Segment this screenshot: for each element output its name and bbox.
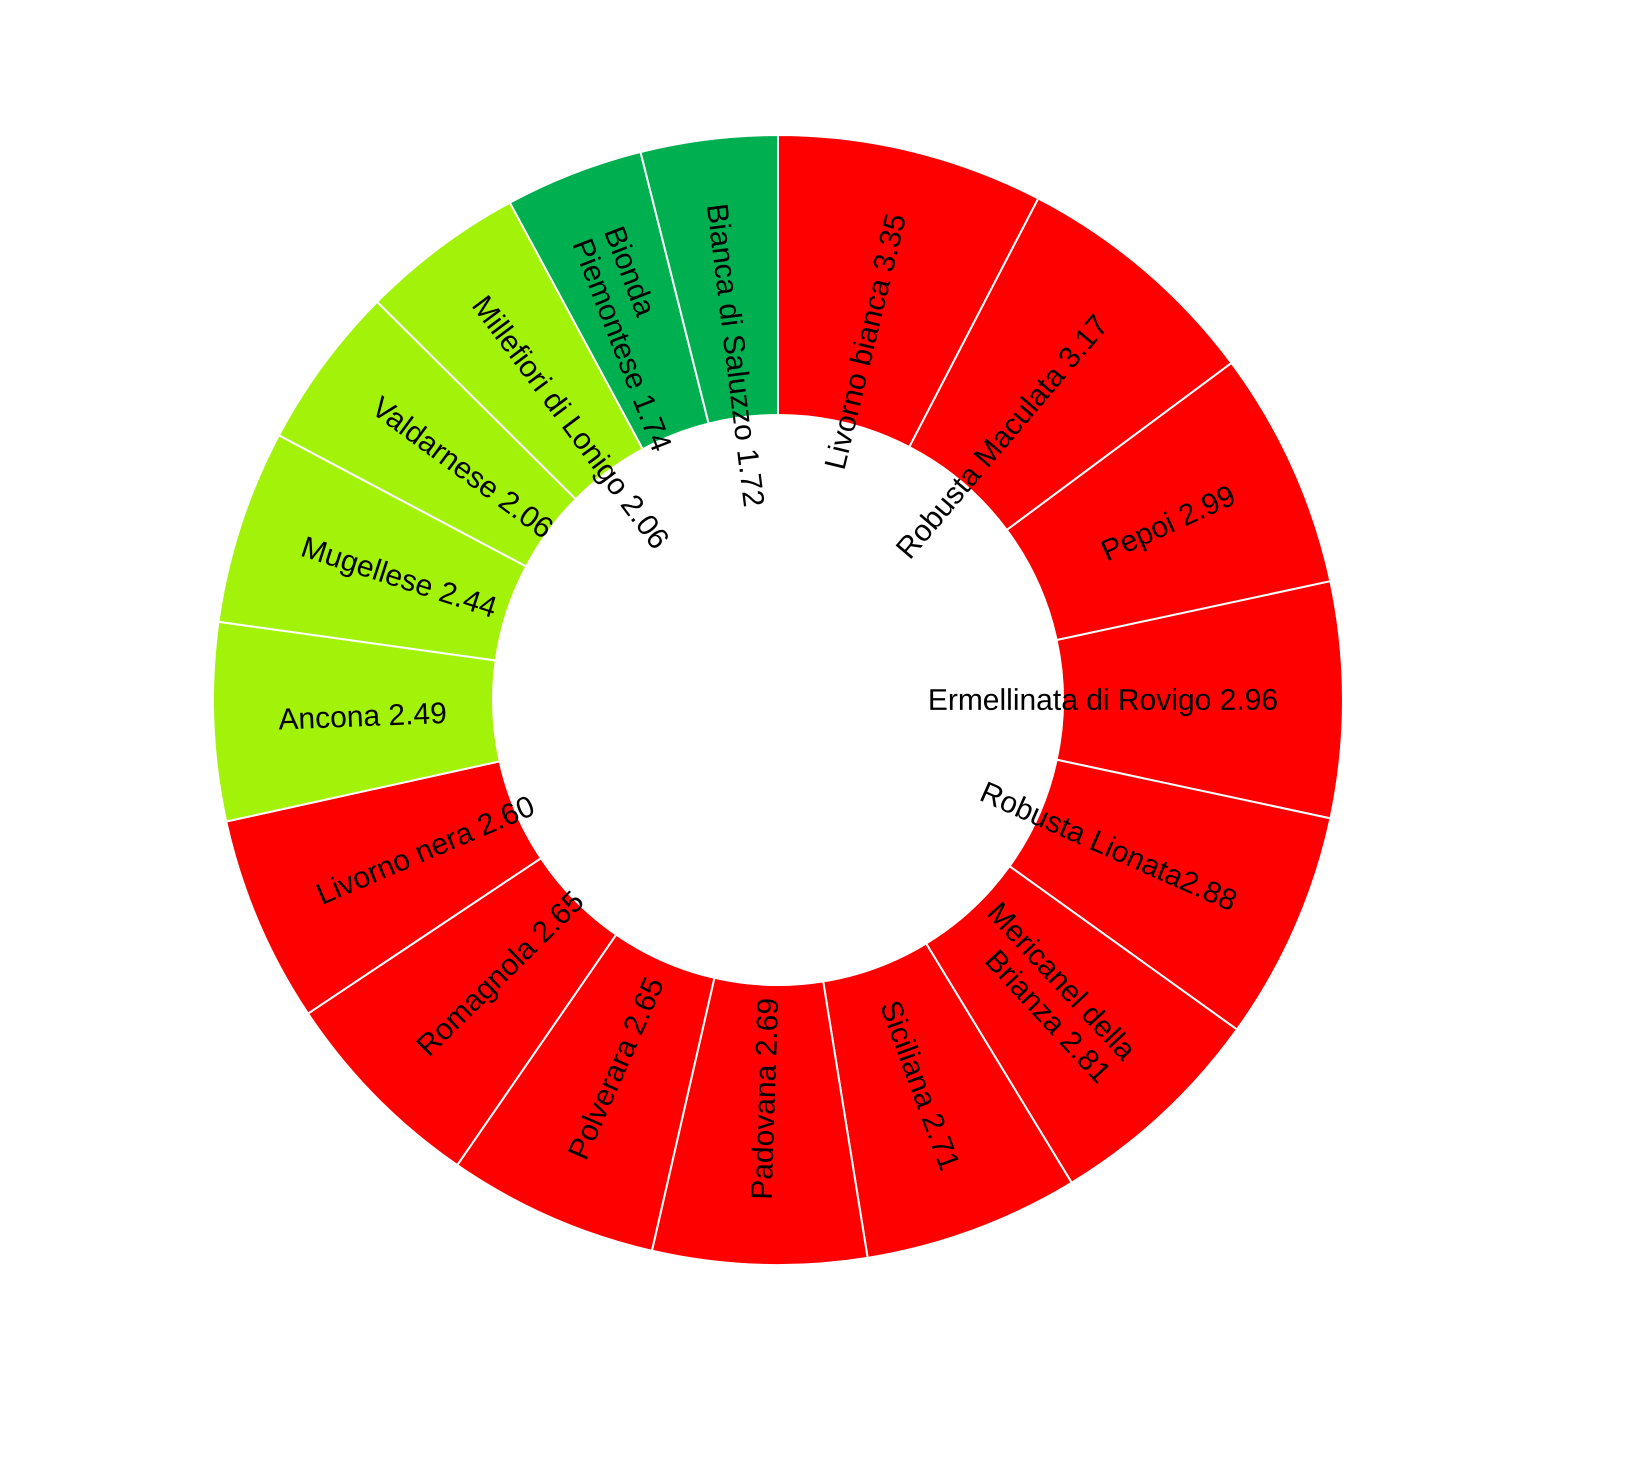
slice-label-line: Ancona 2.49 — [278, 697, 448, 737]
slice-label: Ancona 2.49 — [278, 697, 448, 737]
slice-group — [212, 133, 1344, 1266]
donut-slice — [639, 133, 779, 425]
slice-label: Padovana 2.69 — [746, 997, 786, 1200]
slice-label: Ermellinata di Rovigo 2.96 — [928, 684, 1278, 717]
slice-label-line: Padovana 2.69 — [746, 997, 786, 1200]
slice-label-line: Ermellinata di Rovigo 2.96 — [928, 684, 1278, 717]
